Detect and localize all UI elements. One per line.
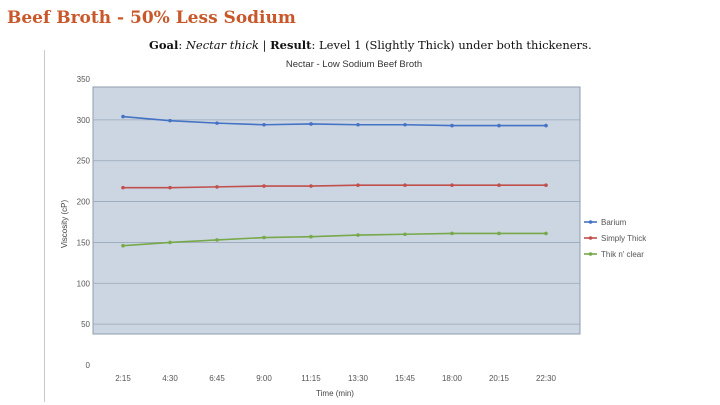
goal-value: Nectar thick <box>185 38 259 52</box>
chart-border-line <box>44 50 45 402</box>
data-point <box>262 235 266 240</box>
y-tick-label: 350 <box>77 75 91 84</box>
data-point <box>356 233 360 237</box>
data-point <box>168 240 172 245</box>
data-point <box>450 183 454 188</box>
legend-label: Thik n' clear <box>601 250 644 259</box>
legend: Barium Simply Thick Thik n' clear <box>584 218 647 259</box>
legend-marker <box>588 236 593 240</box>
data-point <box>544 231 548 236</box>
chart-title: Nectar - Low Sodium Beef Broth <box>286 59 422 70</box>
series-1 <box>121 183 548 190</box>
x-tick-label: 20:15 <box>489 374 510 383</box>
data-point <box>168 118 172 123</box>
data-point <box>309 122 313 126</box>
x-axis-label: Time (min) <box>316 389 354 398</box>
data-point <box>262 122 266 127</box>
x-axis-ticks: 2:15 4:30 6:45 9:00 11:15 13:30 15:45 18:00 20:1… <box>115 374 556 383</box>
result-value: Level 1 (Slightly Thick) under both thic… <box>319 38 592 52</box>
series-2 <box>121 231 548 248</box>
separator: | <box>262 38 267 52</box>
series-layer <box>121 114 548 248</box>
goal-label: Goal <box>149 38 179 52</box>
data-point <box>450 231 454 236</box>
data-point <box>309 234 313 239</box>
y-tick-label: 50 <box>81 320 90 329</box>
legend-entry: Barium <box>584 218 627 227</box>
x-tick-label: 6:45 <box>209 374 225 383</box>
slide-title: Beef Broth - 50% Less Sodium <box>7 8 296 28</box>
legend-entry: Thik n' clear <box>584 250 644 259</box>
y-tick-label: 250 <box>77 157 91 166</box>
data-point <box>121 114 125 119</box>
data-point <box>356 183 360 188</box>
legend-label: Simply Thick <box>601 234 647 243</box>
data-point <box>262 184 266 188</box>
y-tick-label: 200 <box>77 198 91 207</box>
x-tick-label: 4:30 <box>162 374 178 383</box>
x-tick-label: 18:00 <box>442 374 463 383</box>
legend-marker <box>588 252 593 256</box>
data-point <box>497 231 501 236</box>
data-point <box>403 122 407 127</box>
data-point <box>168 185 172 190</box>
data-point <box>121 243 125 248</box>
x-tick-label: 13:30 <box>348 374 369 383</box>
x-tick-label: 22:30 <box>536 374 557 383</box>
x-tick-label: 9:00 <box>256 374 272 383</box>
x-tick-label: 2:15 <box>115 374 131 383</box>
y-tick-label: 150 <box>77 238 91 247</box>
y-axis-ticks: 0 50 100 150 200 250 300 350 <box>77 75 91 370</box>
data-point <box>309 184 313 188</box>
plot-area <box>92 86 581 335</box>
series-line <box>122 232 546 247</box>
data-point <box>215 121 219 125</box>
data-point <box>450 123 454 128</box>
result-label: Result <box>270 38 312 52</box>
data-point <box>215 238 219 242</box>
data-point <box>497 183 501 188</box>
data-point <box>403 232 407 237</box>
data-point <box>121 185 125 190</box>
y-axis-label: Viscosity (cP) <box>60 200 69 249</box>
data-point <box>497 123 501 128</box>
y-tick-label: 0 <box>86 361 91 370</box>
data-point <box>544 183 548 188</box>
y-tick-label: 100 <box>77 279 91 288</box>
series-line <box>123 184 546 189</box>
goal-result-line: Goal: Nectar thick | Result: Level 1 (Sl… <box>149 38 592 52</box>
x-tick-label: 11:15 <box>301 374 321 383</box>
x-tick-label: 15:45 <box>395 374 416 383</box>
legend-marker <box>588 220 593 224</box>
data-point <box>215 185 219 189</box>
data-point <box>403 183 407 188</box>
series-0 <box>121 114 548 128</box>
data-point <box>356 122 360 127</box>
legend-entry: Simply Thick <box>584 234 647 243</box>
series-line <box>122 115 546 127</box>
y-tick-label: 300 <box>77 116 91 125</box>
data-point <box>544 123 548 128</box>
legend-label: Barium <box>601 218 627 227</box>
